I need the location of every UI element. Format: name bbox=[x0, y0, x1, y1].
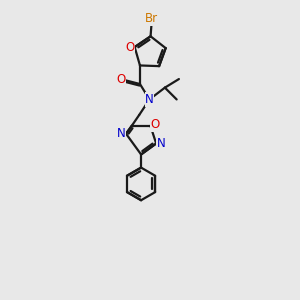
Text: O: O bbox=[116, 73, 126, 86]
Text: N: N bbox=[117, 127, 126, 140]
Text: O: O bbox=[151, 118, 160, 131]
Text: N: N bbox=[157, 137, 165, 151]
Text: N: N bbox=[145, 93, 154, 106]
Text: O: O bbox=[125, 40, 134, 53]
Text: Br: Br bbox=[145, 12, 158, 25]
